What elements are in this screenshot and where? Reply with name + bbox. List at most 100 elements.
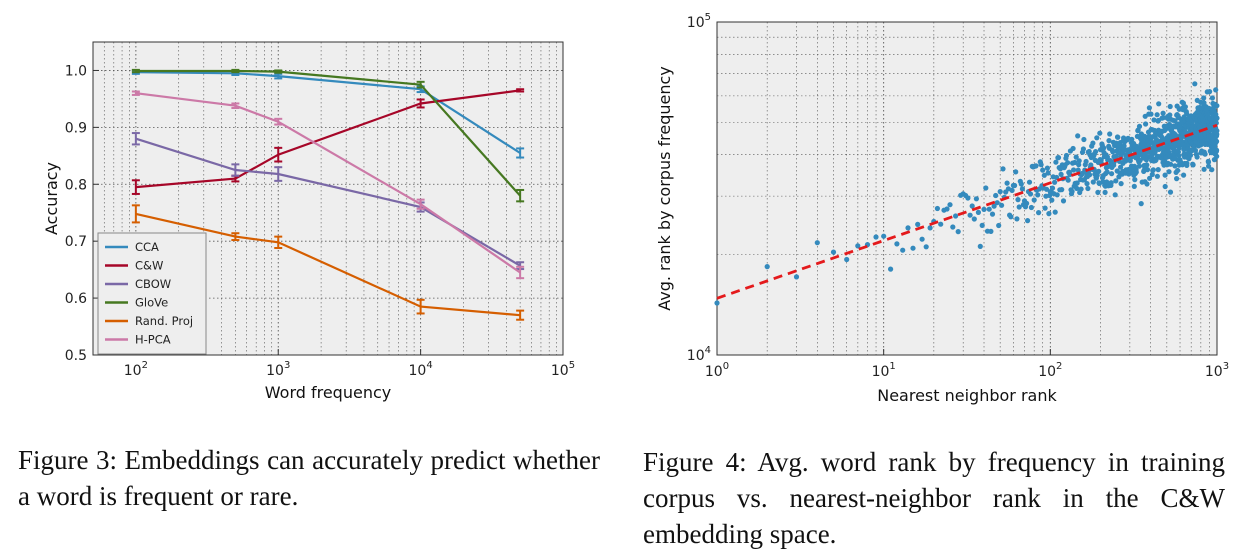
scatter-point [1154,112,1160,118]
scatter-point [1184,160,1190,166]
scatter-point [873,234,879,240]
scatter-point [1093,149,1099,155]
scatter-point [1097,130,1103,136]
legend-entry: H-PCA [135,333,171,347]
scatter-point [1055,155,1062,161]
scatter-point [1202,151,1208,157]
scatter-point [888,266,894,272]
scatter-point [1041,172,1047,178]
legend-box [97,232,207,355]
scatter-point [905,225,911,231]
scatter-point [1108,180,1114,186]
scatter-point [814,240,820,246]
scatter-point [1031,197,1037,203]
scatter-point [1096,168,1102,174]
scatter-point [1052,179,1058,185]
scatter-point [1152,149,1158,155]
x-tick-label: 105 [551,360,575,379]
scatter-point [1104,169,1110,175]
scatter-point [1040,167,1046,173]
scatter-point [855,243,861,249]
scatter-point [1147,175,1153,181]
x-axis-label: Word frequency [265,383,391,402]
scatter-point [934,205,940,212]
scatter-point [1044,165,1050,171]
scatter-point [1049,185,1056,191]
scatter-point [1065,160,1071,166]
scatter-point [938,221,944,227]
scatter-point [1013,169,1019,175]
scatter-point [1118,181,1124,187]
scatter-point [969,203,975,209]
scatter-point [1024,200,1030,206]
scatter-point [1084,181,1090,187]
scatter-point [989,211,996,217]
y-tick-label: 0.8 [65,177,87,193]
scatter-point [1109,171,1115,177]
scatter-point [900,247,906,253]
scatter-point [1074,185,1080,191]
scatter-point [1107,131,1113,137]
scatter-point [1033,163,1039,169]
scatter-point [1213,120,1219,126]
scatter-point [1214,115,1220,121]
plot-background [717,22,1217,355]
scatter-point [894,241,900,247]
scatter-point [1151,117,1157,123]
scatter-point [1213,87,1219,93]
scatter-point [1190,162,1196,168]
scatter-point [1106,138,1112,144]
scatter-point [844,256,850,263]
x-tick-label: 102 [124,360,148,379]
y-tick-label: 105 [687,12,711,31]
scatter-point [1131,183,1137,189]
scatter-point [1144,181,1150,187]
scatter-point [919,236,925,242]
scatter-point [977,243,983,249]
scatter-point [1028,204,1034,211]
scatter-point [1110,149,1116,155]
scatter-point [1121,143,1127,149]
scatter-point [1156,101,1162,107]
scatter-point [1162,172,1168,178]
legend-entry: C&W [135,259,163,273]
legend-entry: Rand. Proj [135,314,193,328]
scatter-point [1144,162,1150,168]
scatter-point [1090,179,1096,185]
scatter-point [1095,189,1101,195]
scatter-point [1071,167,1077,173]
scatter-point [1046,211,1052,217]
scatter-point [1205,159,1212,165]
plot-frame [92,41,564,356]
scatter-point [793,274,800,280]
scatter-point [1182,104,1188,110]
scatter-point [999,202,1005,208]
scatter-point [830,249,837,255]
scatter-point [994,200,1000,206]
scatter-point [944,206,950,212]
scatter-point [1026,179,1033,185]
scatter-point [1181,172,1187,178]
scatter-point [1045,170,1051,176]
scatter-point [1155,167,1161,173]
scatter-point [1167,103,1173,110]
scatter-point [975,209,981,215]
scatter-point [1059,187,1065,193]
scatter-point [1214,138,1220,144]
scatter-point [1209,167,1215,173]
scatter-point [971,216,977,222]
scatter-point [1207,89,1213,95]
y-tick-label: 104 [687,345,711,364]
scatter-point [1018,181,1024,187]
scatter-point [1113,178,1119,184]
scatter-point [1080,146,1086,152]
scatter-point [991,203,997,209]
scatter-point [1049,197,1055,203]
scatter-point [1009,187,1015,193]
scatter-point [986,206,992,212]
scatter-point [1012,182,1018,189]
scatter-point [1132,177,1138,183]
scatter-point [979,222,985,228]
scatter-point [1008,214,1014,220]
scatter-point [1168,161,1174,167]
